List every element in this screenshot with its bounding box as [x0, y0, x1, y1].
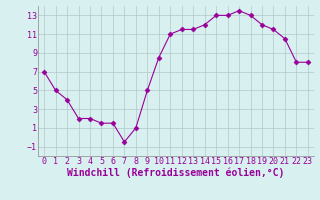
X-axis label: Windchill (Refroidissement éolien,°C): Windchill (Refroidissement éolien,°C) [67, 168, 285, 178]
